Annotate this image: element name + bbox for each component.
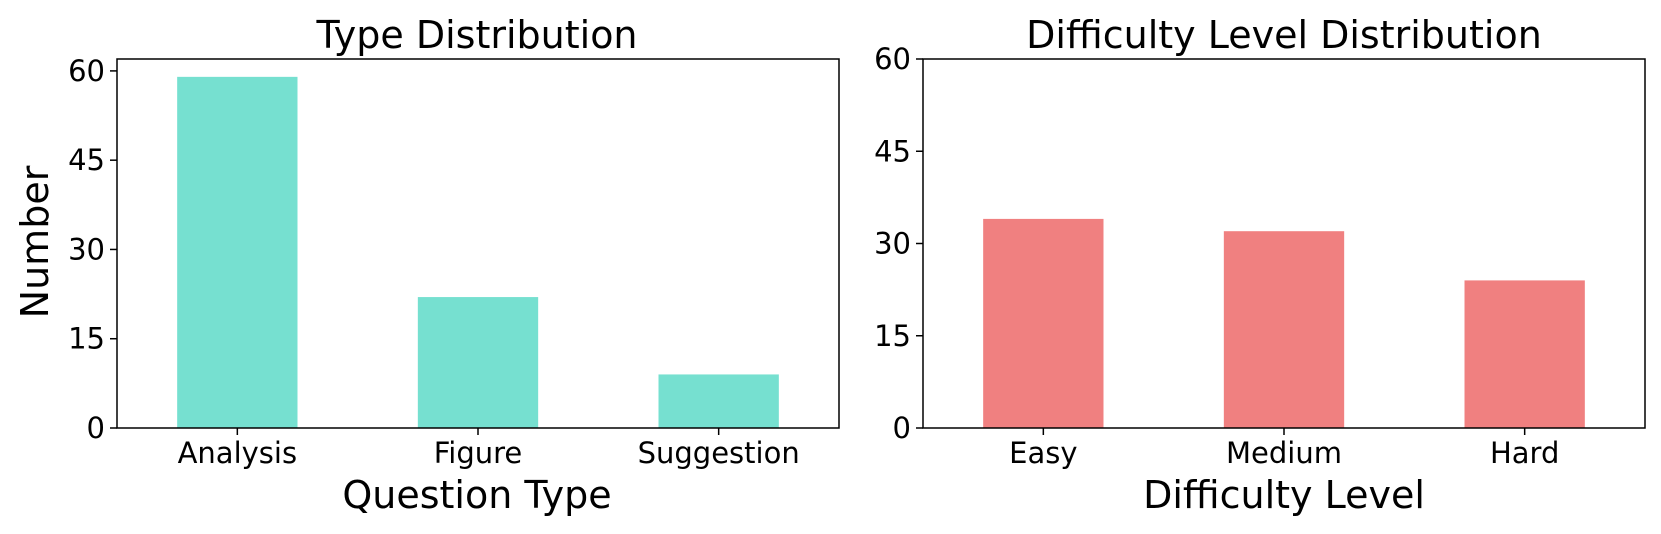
- plot-frame: [922, 58, 1646, 429]
- x-tick-label: Figure: [434, 436, 523, 470]
- y-tick-label: 0: [87, 411, 105, 445]
- y-tick-label: 15: [68, 322, 105, 356]
- y-axis-label: Number: [13, 165, 57, 318]
- chart-title: Type Distribution: [315, 13, 637, 57]
- x-ticks: Analysis Figure Suggestion: [178, 428, 800, 470]
- y-tick-label: 30: [874, 227, 911, 261]
- x-tick-label: Hard: [1490, 436, 1559, 470]
- difficulty-level-distribution-chart: Difficulty Level Distribution Difficulty…: [874, 13, 1646, 517]
- y-tick-label: 60: [874, 42, 911, 76]
- x-ticks: Easy Medium Hard: [1009, 428, 1559, 470]
- x-tick-label: Medium: [1226, 436, 1342, 470]
- y-tick-label: 60: [68, 54, 105, 88]
- x-axis-label: Question Type: [342, 473, 611, 517]
- bar-group: [983, 218, 1585, 428]
- chart-title: Difficulty Level Distribution: [1026, 13, 1542, 57]
- bar-medium: [1223, 231, 1345, 428]
- x-tick-label: Easy: [1009, 436, 1077, 470]
- y-tick-label: 45: [68, 143, 105, 177]
- bar-figure: [417, 297, 539, 428]
- x-axis-label: Difficulty Level: [1143, 473, 1425, 517]
- y-tick-label: 30: [68, 232, 105, 266]
- bar-analysis: [177, 76, 298, 429]
- y-ticks: 0 15 30 45 60: [68, 54, 117, 445]
- type-distribution-chart: Type Distribution Number Question Type A…: [13, 13, 840, 517]
- x-tick-label: Analysis: [178, 436, 297, 470]
- y-tick-label: 15: [874, 319, 911, 353]
- bar-group: [177, 76, 779, 429]
- bar-hard: [1464, 280, 1585, 428]
- y-ticks: 0 15 30 45 60: [874, 42, 923, 445]
- y-tick-label: 45: [874, 134, 911, 168]
- bar-suggestion: [658, 374, 779, 428]
- x-tick-label: Suggestion: [638, 436, 800, 470]
- bar-easy: [983, 218, 1104, 428]
- y-tick-label: 0: [893, 411, 911, 445]
- plot-frame: [116, 58, 840, 429]
